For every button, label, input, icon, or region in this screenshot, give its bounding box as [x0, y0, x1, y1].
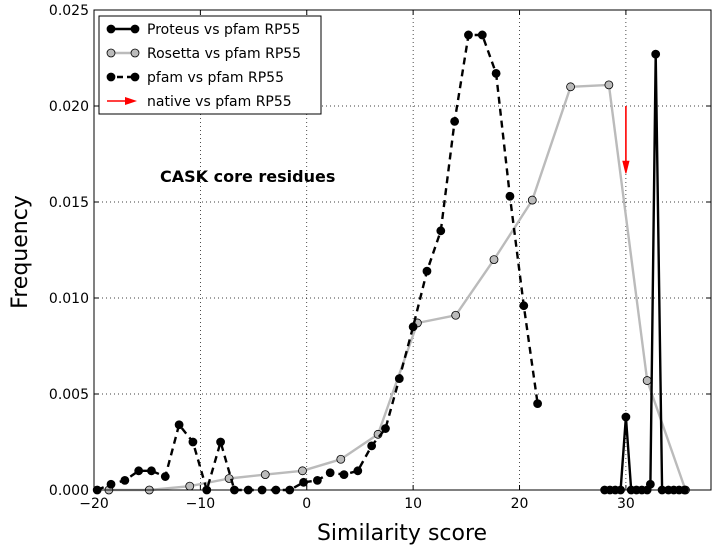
x-tick-label: 10: [404, 496, 422, 512]
legend-entry: pfam vs pfam RP55: [106, 70, 284, 86]
legend-label: Proteus vs pfam RP55: [147, 22, 300, 38]
data-point: [394, 374, 404, 384]
x-tick-label: 30: [617, 496, 635, 512]
data-point: [477, 30, 487, 40]
legend-entry: Proteus vs pfam RP55: [106, 22, 300, 38]
plot-frame: [93, 9, 712, 491]
y-tick-label: 0.020: [49, 99, 89, 115]
data-point: [451, 310, 461, 320]
data-point: [422, 266, 432, 276]
series-pfam: [92, 30, 543, 495]
legend-label: pfam vs pfam RP55: [147, 70, 284, 86]
chart-annotation: CASK core residues: [160, 167, 335, 186]
x-axis-label: Similarity score: [317, 521, 487, 546]
data-point: [645, 479, 655, 489]
data-point: [464, 30, 473, 40]
data-point: [436, 226, 446, 236]
legend-entry: Rosetta vs pfam RP55: [106, 46, 301, 62]
data-point: [185, 481, 195, 491]
y-axis-label: Frequency: [8, 195, 33, 309]
data-point: [147, 466, 156, 476]
axis-ticks: −20 −10 0 10 20 30 0.000 0.005 0.010 0.015 0.020 0.…: [49, 3, 711, 512]
series-native: [622, 106, 630, 174]
data-point: [298, 466, 307, 476]
legend-arrow-head: [125, 97, 137, 105]
data-point: [120, 475, 130, 485]
x-tick-label: 0: [302, 496, 311, 512]
data-point: [408, 322, 418, 332]
data-point: [566, 82, 575, 92]
data-point: [216, 437, 225, 447]
x-tick-label: 20: [511, 496, 529, 512]
data-point: [519, 301, 529, 311]
data-point: [621, 412, 631, 422]
data-point: [160, 472, 170, 481]
y-tick-label: 0.015: [49, 195, 89, 211]
legend-marker: [106, 72, 116, 82]
native-arrow-head: [622, 160, 630, 174]
data-point: [106, 479, 116, 489]
legend-label: native vs pfam RP55: [147, 94, 292, 110]
data-point: [381, 424, 390, 433]
data-point: [134, 466, 144, 476]
y-tick-label: 0.005: [49, 387, 89, 403]
legend: Proteus vs pfam RP55 Rosetta vs pfam RP55…: [98, 15, 322, 115]
data-point: [188, 437, 198, 447]
data-point: [299, 477, 308, 487]
data-point: [450, 116, 460, 126]
data-point: [533, 399, 543, 409]
data-point: [367, 441, 377, 451]
data-point: [339, 470, 349, 480]
data-point: [312, 475, 322, 485]
y-tick-label: 0.010: [49, 291, 89, 307]
data-point: [353, 466, 363, 476]
data-point: [491, 68, 501, 78]
data-point: [604, 80, 614, 90]
y-tick-label: 0.000: [49, 483, 89, 499]
data-point: [260, 470, 270, 480]
data-point: [174, 420, 184, 430]
legend-marker: [106, 24, 116, 34]
data-point: [527, 195, 537, 205]
data-point: [336, 454, 346, 464]
data-point: [489, 255, 499, 265]
x-tick-label: −20: [79, 496, 109, 512]
legend-marker: [130, 48, 140, 58]
x-tick-label: −10: [186, 496, 216, 512]
y-tick-label: 0.025: [49, 3, 89, 19]
data-point: [505, 191, 515, 201]
legend-entry: native vs pfam RP55: [107, 94, 292, 110]
data-point: [642, 376, 652, 385]
legend-marker: [130, 24, 140, 34]
data-point: [325, 468, 335, 478]
legend-marker: [130, 72, 140, 82]
data-point: [651, 49, 661, 59]
legend-label: Rosetta vs pfam RP55: [147, 46, 301, 62]
legend-marker: [106, 48, 116, 58]
